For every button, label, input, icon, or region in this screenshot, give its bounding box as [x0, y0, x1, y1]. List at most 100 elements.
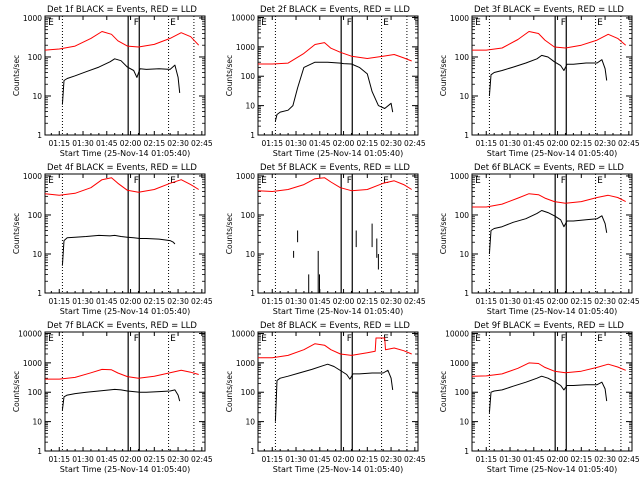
- x-tick-label: 02:45: [404, 139, 426, 148]
- series-lld-line: [472, 31, 627, 51]
- x-axis-label: Start Time (25-Nov-14 01:05:40): [487, 307, 617, 316]
- series-lld-line: [258, 42, 412, 65]
- marker-label: E: [261, 334, 267, 344]
- y-axis-label: Counts/sec: [225, 371, 234, 412]
- x-tick-label: 02:30: [594, 139, 616, 148]
- y-tick-label: 1000: [450, 14, 469, 23]
- y-tick-label: 1: [250, 131, 255, 140]
- y-axis-label: Counts/sec: [225, 55, 234, 96]
- y-tick-label: 1000: [236, 43, 255, 52]
- y-tick-label: 1000: [236, 359, 255, 368]
- marker-label: E: [597, 334, 603, 344]
- marker-label: E: [475, 176, 481, 186]
- y-axis-label: Counts/sec: [12, 371, 21, 412]
- series-lld-line: [472, 193, 626, 208]
- x-tick-label: 02:15: [356, 455, 378, 464]
- x-tick-label: 02:00: [333, 455, 355, 464]
- y-tick-label: 1: [37, 131, 42, 140]
- x-tick-label: 01:45: [309, 139, 331, 148]
- y-tick-label: 10: [32, 250, 42, 259]
- y-tick-label: 100: [28, 211, 43, 220]
- series-events-line: [488, 375, 608, 413]
- y-tick-label: 100: [455, 388, 470, 397]
- panel-title: Det 7f BLACK = Events, RED = LLD: [47, 321, 197, 331]
- panel-title: Det 5f BLACK = Events, RED = LLD: [260, 163, 410, 173]
- x-tick-label: 01:45: [523, 455, 545, 464]
- y-tick-label: 10: [459, 418, 469, 427]
- panel-title: Det 9f BLACK = Events, RED = LLD: [474, 321, 624, 331]
- x-tick-label: 02:00: [120, 455, 142, 464]
- plot-frame: [257, 15, 419, 136]
- x-tick-label: 02:45: [191, 455, 213, 464]
- x-axis-label: Start Time (25-Nov-14 01:05:40): [273, 465, 403, 474]
- x-tick-label: 02:15: [570, 139, 592, 148]
- panel-title: Det 8f BLACK = Events, RED = LLD: [260, 321, 410, 331]
- y-axis-label: Counts/sec: [439, 371, 448, 412]
- y-tick-label: 100: [241, 211, 256, 220]
- x-tick-label: 02:15: [356, 297, 378, 306]
- series-events-line: [274, 363, 394, 422]
- x-tick-label: 02:30: [380, 455, 402, 464]
- x-tick-label: 02:15: [570, 455, 592, 464]
- x-tick-label: 02:45: [618, 297, 640, 306]
- x-axis-label: Start Time (25-Nov-14 01:05:40): [60, 465, 190, 474]
- x-tick-label: 01:45: [96, 139, 118, 148]
- marker-label: F: [134, 18, 139, 28]
- x-tick-label: 01:15: [475, 455, 497, 464]
- y-tick-label: 1000: [236, 172, 255, 181]
- y-axis-label: Counts/sec: [12, 55, 21, 96]
- x-tick-label: 01:15: [48, 297, 70, 306]
- marker-label: E: [475, 18, 481, 28]
- y-tick-label: 10000: [231, 329, 255, 338]
- marker-label: E: [170, 176, 176, 186]
- x-tick-label: 02:00: [547, 297, 569, 306]
- x-tick-label: 01:45: [523, 297, 545, 306]
- x-axis-label: Start Time (25-Nov-14 01:05:40): [60, 149, 190, 158]
- x-tick-label: 02:45: [404, 455, 426, 464]
- y-tick-label: 1000: [23, 172, 42, 181]
- plot-frame: [44, 173, 206, 294]
- y-axis-label: Counts/sec: [12, 213, 21, 254]
- x-axis-label: Start Time (25-Nov-14 01:05:40): [60, 307, 190, 316]
- x-tick-label: 01:30: [72, 455, 94, 464]
- x-tick-label: 01:45: [309, 297, 331, 306]
- marker-label: E: [597, 18, 603, 28]
- marker-label: E: [48, 18, 54, 28]
- series-events-line: [488, 210, 608, 255]
- plot-frame: [257, 331, 419, 452]
- series-lld-line: [44, 31, 200, 51]
- x-axis-label: Start Time (25-Nov-14 01:05:40): [487, 465, 617, 474]
- y-tick-label: 10: [245, 250, 255, 259]
- marker-label: E: [48, 334, 54, 344]
- y-tick-label: 1: [37, 289, 42, 298]
- x-tick-label: 01:45: [309, 455, 331, 464]
- x-tick-label: 01:30: [285, 139, 307, 148]
- y-tick-label: 1: [464, 289, 469, 298]
- x-tick-label: 01:30: [72, 139, 94, 148]
- x-tick-label: 01:30: [285, 297, 307, 306]
- marker-label: E: [383, 334, 389, 344]
- y-tick-label: 10: [459, 92, 469, 101]
- series-lld-line: [257, 177, 412, 192]
- plot-frame: [471, 173, 633, 294]
- y-tick-label: 1000: [450, 172, 469, 181]
- y-tick-label: 100: [241, 72, 256, 81]
- panel-title: Det 2f BLACK = Events, RED = LLD: [260, 5, 410, 15]
- x-tick-label: 02:30: [380, 139, 402, 148]
- y-tick-label: 1: [250, 447, 255, 456]
- x-tick-label: 01:15: [261, 455, 283, 464]
- plot-frame: [471, 15, 633, 136]
- marker-label: F: [561, 334, 566, 344]
- y-axis-label: Counts/sec: [439, 213, 448, 254]
- x-tick-label: 02:45: [618, 139, 640, 148]
- plot-frame: [257, 173, 419, 294]
- series-events-line: [61, 234, 176, 266]
- x-tick-label: 01:15: [261, 139, 283, 148]
- x-tick-label: 01:30: [499, 297, 521, 306]
- x-tick-label: 01:30: [72, 297, 94, 306]
- x-tick-label: 02:15: [356, 139, 378, 148]
- x-tick-label: 02:30: [167, 297, 189, 306]
- y-axis-label: Counts/sec: [439, 55, 448, 96]
- marker-label: F: [561, 176, 566, 186]
- x-tick-label: 01:15: [48, 455, 70, 464]
